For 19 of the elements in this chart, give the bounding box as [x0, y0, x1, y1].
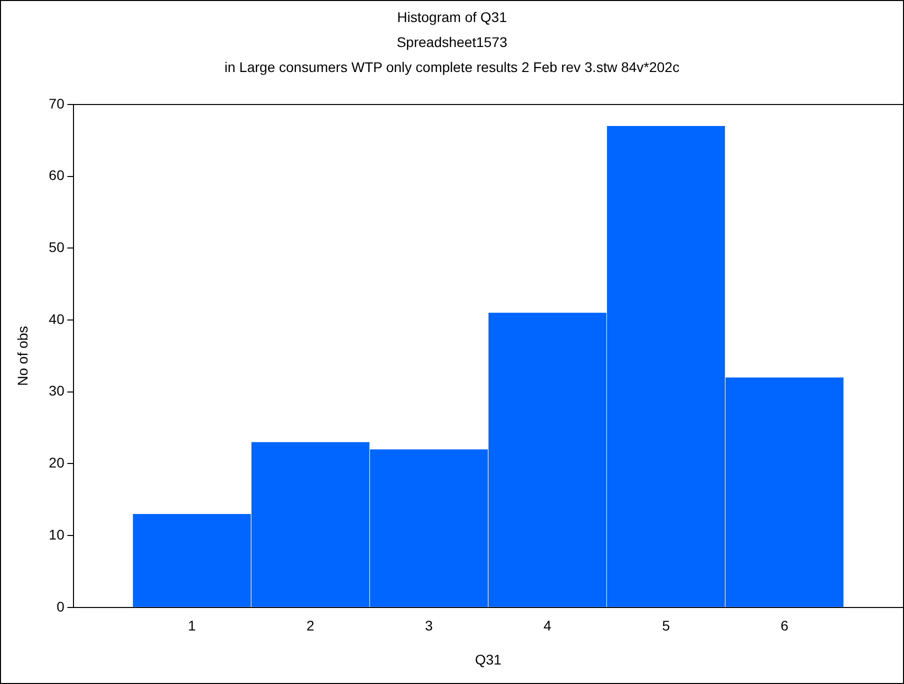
- x-tick-label: 5: [662, 618, 670, 634]
- chart-title: Histogram of Q31: [396, 9, 508, 25]
- x-tick-label: 6: [780, 618, 789, 634]
- y-tick-label: 70: [48, 95, 65, 112]
- y-axis-title: No of obs: [14, 326, 30, 386]
- x-tick-label: 2: [306, 618, 315, 634]
- y-tick-label: 10: [48, 526, 65, 542]
- text: in Large consumers WTP only complete results 2 Feb rev 3.stw 84v*202c: [224, 59, 680, 75]
- y-tick-label: 60: [48, 167, 65, 184]
- y-tick-label: 0: [56, 598, 65, 614]
- y-tick-label: 50: [48, 238, 65, 255]
- chart-subtitle: Spreadsheet1573: [396, 34, 508, 50]
- y-tick-label: 20: [48, 454, 65, 471]
- x-axis-title: Q31: [474, 651, 502, 668]
- y-tick-label: 30: [48, 382, 65, 399]
- x-tick-label: 3: [425, 618, 434, 634]
- y-tick-label: 40: [48, 310, 65, 327]
- x-tick-label: 1: [188, 618, 196, 634]
- x-tick-label: 4: [544, 618, 552, 634]
